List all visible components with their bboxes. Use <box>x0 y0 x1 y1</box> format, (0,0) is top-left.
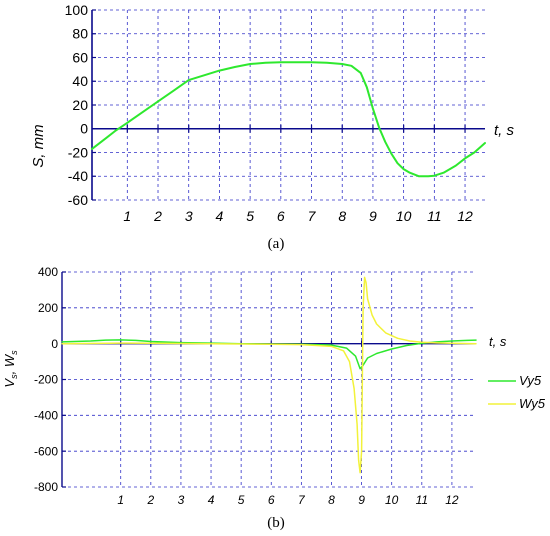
a-x-axis-label: t, s <box>494 122 515 139</box>
a-x-tick-label-12: 12 <box>457 208 473 224</box>
b-y-label-sep: , W <box>2 353 17 374</box>
a-y-tick-label-40: 40 <box>72 73 88 89</box>
a-x-tick-label-7: 7 <box>308 208 317 224</box>
b-x-tick-label-7: 7 <box>298 493 306 507</box>
b-x-tick-label-3: 3 <box>178 493 185 507</box>
b-y-label-sub1: s <box>9 374 19 379</box>
b-y-tick-label--800: -800 <box>34 480 58 494</box>
a-x-tick-label-10: 10 <box>396 208 412 224</box>
b-x-tick-label-1: 1 <box>117 493 124 507</box>
a-y-tick-label-0: 0 <box>80 121 88 137</box>
a-y-tick-label-100: 100 <box>65 2 89 18</box>
b-panel-label: (b) <box>267 515 285 531</box>
a-x-tick-label-8: 8 <box>338 208 346 224</box>
b-y-label-main: V <box>2 378 17 388</box>
b-x-tick-label-12: 12 <box>445 493 459 507</box>
b-y-tick-label-400: 400 <box>38 265 58 279</box>
b-x-tick-label-10: 10 <box>385 493 399 507</box>
b-x-tick-label-8: 8 <box>328 493 335 507</box>
a-y-tick-label--20: -20 <box>68 144 88 160</box>
a-x-tick-label-1: 1 <box>123 208 131 224</box>
legend-label-wy5: Wy5 <box>519 396 546 411</box>
b-x-tick-label-6: 6 <box>268 493 275 507</box>
b-y-tick-label-0: 0 <box>51 337 58 351</box>
a-x-tick-label-2: 2 <box>153 208 162 224</box>
a-x-tick-label-3: 3 <box>185 208 193 224</box>
b-x-tick-label-2: 2 <box>146 493 154 507</box>
chart-b: Vs, Ws t, s Vy5 Wy5 (b) -800 -600 -400 -200… <box>2 265 546 531</box>
a-line-series-0 <box>91 61 486 178</box>
a-x-tick-label-5: 5 <box>246 208 254 224</box>
b-x-tick-label-4: 4 <box>208 493 215 507</box>
a-y-tick-label-20: 20 <box>72 97 88 113</box>
b-y-axis-label: Vs, Ws <box>2 350 19 388</box>
b-x-axis-label: t, s <box>489 334 507 349</box>
b-y-tick-label--600: -600 <box>34 444 58 458</box>
a-x-tick-label-4: 4 <box>216 208 224 224</box>
b-line-vy5 <box>61 339 477 370</box>
a-y-tick-label-60: 60 <box>72 49 88 65</box>
a-y-tick-label-80: 80 <box>72 26 88 42</box>
a-x-tick-label-6: 6 <box>277 208 285 224</box>
a-y-tick-label--60: -60 <box>68 192 88 208</box>
a-x-tick-label-9: 9 <box>369 208 377 224</box>
a-x-tick-label-11: 11 <box>427 208 442 224</box>
b-y-label-sub2: s <box>9 350 19 355</box>
b-y-tick-label-200: 200 <box>38 301 58 315</box>
a-y-tick-label--40: -40 <box>68 168 88 184</box>
b-line-wy5 <box>61 276 477 474</box>
b-y-tick-label--200: -200 <box>34 373 58 387</box>
legend-label-vy5: Vy5 <box>519 373 542 388</box>
b-legend: Vy5 Wy5 <box>488 373 546 411</box>
b-x-tick-label-5: 5 <box>238 493 245 507</box>
b-x-tick-label-11: 11 <box>416 493 428 507</box>
b-x-tick-label-9: 9 <box>358 493 365 507</box>
a-panel-label: (a) <box>268 236 285 252</box>
b-y-tick-label--400: -400 <box>34 409 58 423</box>
a-y-axis-label: S, mm <box>30 124 47 167</box>
